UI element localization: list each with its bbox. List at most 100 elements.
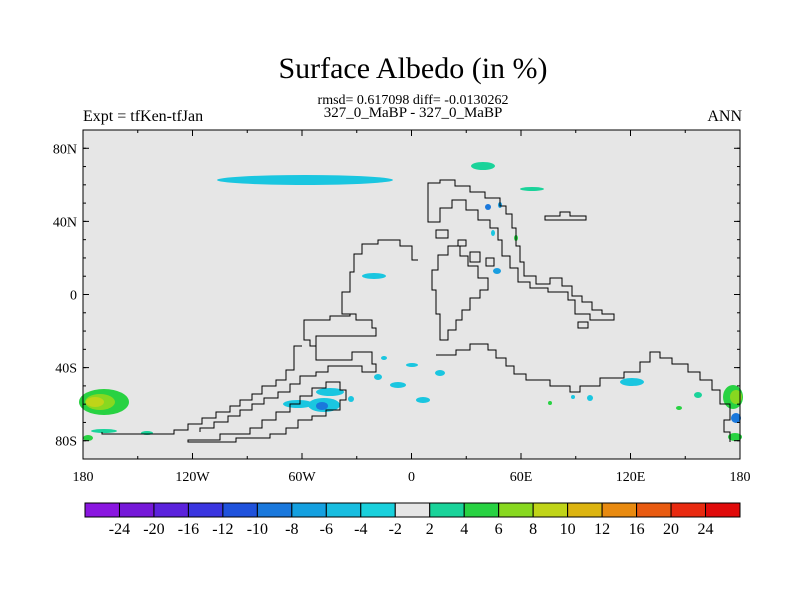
- coastline: [469, 251, 481, 263]
- lat-tick-label: 40N: [53, 215, 77, 230]
- lon-tick-label: 60W: [288, 470, 316, 485]
- contour-patch: [728, 433, 742, 441]
- contour-patch: [694, 392, 702, 398]
- plot-title: Surface Albedo (in %): [278, 52, 548, 85]
- colorbar-box: [153, 502, 189, 518]
- contour-patch: [587, 395, 593, 401]
- coastline: [427, 179, 615, 321]
- coastline: [199, 346, 377, 432]
- contour-patch: [485, 204, 491, 210]
- coastline: [435, 229, 449, 239]
- contour-patch: [435, 370, 445, 376]
- coastline: [431, 245, 489, 341]
- colorbar-box: [360, 502, 396, 518]
- contour-patch: [374, 374, 382, 380]
- contour-patch: [620, 378, 644, 386]
- lon-tick-label: 120E: [616, 470, 646, 485]
- lon-tick-label: 180: [73, 470, 94, 485]
- colorbar-label: -16: [178, 521, 199, 538]
- coastline: [187, 381, 347, 443]
- coastline: [544, 211, 587, 221]
- contour-patch: [548, 401, 552, 405]
- map-tick-labels: 80N 40N 0 40S 80S 180 120W 60W 0 60E 120E 180: [53, 142, 751, 485]
- contour-patch: [316, 388, 344, 396]
- plot-run-labels: 327_0_MaBP - 327_0_MaBP: [323, 105, 503, 121]
- colorbar-box: [84, 502, 120, 518]
- contour-patch: [217, 175, 393, 185]
- colorbar-label: 16: [629, 521, 645, 538]
- colorbar-box: [567, 502, 603, 518]
- season-label: ANN: [707, 108, 742, 125]
- coastline: [577, 321, 589, 329]
- colorbar-box: [325, 502, 362, 518]
- lon-tick-label: 0: [408, 470, 415, 485]
- contour-patch: [493, 268, 501, 274]
- contour-patch: [316, 402, 328, 410]
- contour-patch: [491, 230, 495, 236]
- colorbar-box: [670, 502, 707, 518]
- lon-tick-label: 180: [730, 470, 751, 485]
- colorbar-label: 4: [460, 521, 468, 538]
- colorbar-box: [705, 502, 741, 518]
- lon-tick-label: 60E: [510, 470, 533, 485]
- contour-patch: [471, 162, 495, 170]
- colorbar-box: [394, 502, 431, 518]
- colorbar-label: 12: [594, 521, 610, 538]
- colorbar-box: [118, 502, 155, 518]
- lat-tick-label: 0: [70, 289, 77, 304]
- colorbar-label: -8: [285, 521, 298, 538]
- coastline: [303, 239, 418, 347]
- colorbar-box: [601, 502, 638, 518]
- coastline: [485, 257, 495, 267]
- colorbar-box: [636, 502, 672, 518]
- map-ticks: [82, 129, 741, 460]
- coastline: [101, 345, 302, 435]
- contour-patch: [730, 390, 742, 404]
- colorbar-box: [222, 502, 258, 518]
- lat-tick-label: 80S: [55, 435, 77, 450]
- contour-patch: [83, 435, 93, 441]
- contour-patch: [381, 356, 387, 360]
- contour-patch: [91, 429, 117, 433]
- colorbar-label: 6: [495, 521, 503, 538]
- colorbar-label: -24: [109, 521, 130, 538]
- map-background: [83, 130, 740, 459]
- contour-patch: [676, 406, 682, 410]
- contour-patch: [86, 397, 104, 407]
- coastline: [436, 343, 731, 442]
- contour-patch: [406, 363, 418, 367]
- contour-patch: [520, 187, 544, 191]
- colorbar-label: 24: [698, 521, 714, 538]
- colorbar-label: -10: [247, 521, 268, 538]
- colorbar-box: [532, 502, 569, 518]
- colorbar-box: [256, 502, 293, 518]
- contour-patch: [390, 382, 406, 388]
- colorbar-label: -2: [389, 521, 402, 538]
- colorbar-label: -20: [143, 521, 164, 538]
- experiment-label: Expt = tfKen-tfJan: [83, 108, 204, 125]
- lat-tick-label: 40S: [55, 362, 77, 377]
- colorbar-box: [291, 502, 327, 518]
- coastline: [457, 239, 467, 247]
- contour-patch: [731, 413, 741, 423]
- colorbar-labels: -24 -20 -16 -12 -10 -8 -6 -4 -2 2 4 6 8 10 12 16 20 24: [109, 521, 714, 538]
- plot-stats: rmsd= 0.617098 diff= -0.0130262: [317, 93, 509, 108]
- contour-patch: [571, 395, 575, 399]
- contour-patch: [362, 273, 386, 279]
- colorbar-box: [429, 502, 465, 518]
- colorbar-label: 2: [426, 521, 434, 538]
- colorbar-box: [498, 502, 534, 518]
- colorbar-label: 10: [560, 521, 576, 538]
- colorbar-box: [463, 502, 500, 518]
- colorbar-label: -12: [212, 521, 233, 538]
- contour-patch: [348, 396, 354, 402]
- colorbar-boxes: [84, 502, 741, 518]
- colorbar-box: [187, 502, 224, 518]
- contour-patch: [416, 397, 430, 403]
- lat-tick-label: 80N: [53, 142, 77, 157]
- colorbar-label: 8: [529, 521, 537, 538]
- colorbar-label: -4: [354, 521, 367, 538]
- colorbar-label: 20: [663, 521, 679, 538]
